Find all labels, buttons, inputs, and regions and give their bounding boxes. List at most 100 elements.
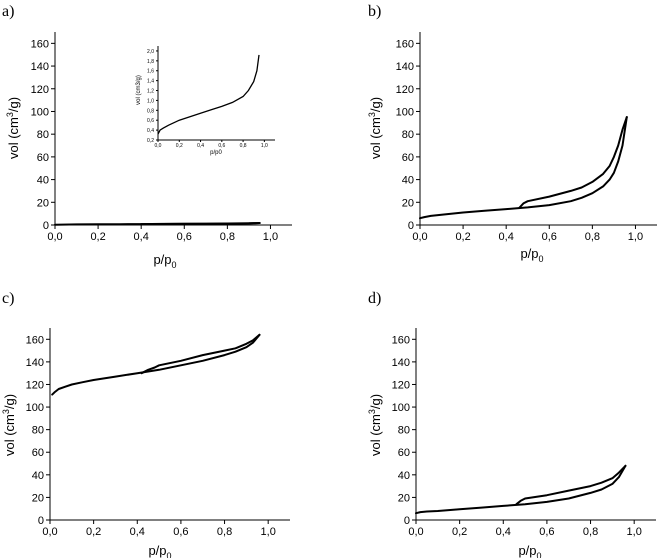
panel-a-y-tick-label: 40 (37, 175, 49, 187)
panel-b-letter: b) (368, 3, 381, 20)
inset-y-tick-label: 0,6 (147, 118, 154, 124)
panel-c-x-tick-label: 0,6 (173, 526, 188, 538)
panel-c-y-tick-label: 100 (26, 402, 44, 414)
panel-d-y-tick-label: 100 (392, 402, 410, 414)
panel-a-xlabel: p/p0 (153, 252, 176, 270)
inset-y-tick-label: 1,8 (147, 59, 154, 65)
panel-b-y-tick-label: 80 (402, 129, 414, 141)
panel-d-adsorption-curve (415, 464, 627, 515)
panel-b: b) 0,0 0,2 0,4 0,6 0,8 1,0 0 20 40 60 80 100 120 140 1… (367, 3, 657, 264)
panel-b-adsorption-curve (419, 116, 628, 220)
inset-ylabel: vol (cm3/g) (136, 75, 142, 105)
panel-a-y-tick-label: 120 (31, 84, 49, 96)
inset-y-tick-label: 1,4 (147, 79, 154, 85)
panel-a-x-tick-label: 0,8 (220, 231, 235, 243)
panel-d-y-tick-label: 0 (404, 515, 410, 527)
panel-b-x-tick-label: 0,4 (499, 231, 514, 243)
panel-b-x-tick-label: 0,0 (412, 231, 427, 243)
panel-a-ylabel: vol (cm3/g) (5, 97, 21, 159)
panel-d-curves (415, 464, 627, 515)
panel-c-xlabel: p/p0 (148, 543, 171, 558)
panel-d-x-tick-label: 1,0 (627, 526, 642, 538)
panel-a-x-tick-label: 0,6 (177, 231, 192, 243)
panel-c-x-tick-label: 1,0 (261, 526, 276, 538)
panel-b-y-tick-label: 140 (396, 61, 414, 73)
panel-a-y-tick-label: 80 (37, 129, 49, 141)
panel-c-x-tick-label: 0,4 (130, 526, 145, 538)
inset-y-tick-label: 2,0 (147, 49, 154, 55)
inset-isotherm-curve (157, 54, 260, 135)
panel-b-ylabel: vol (cm3/g) (367, 97, 383, 159)
panel-b-y-tick-label: 100 (396, 106, 414, 118)
panel-c-y-tick-label: 0 (38, 515, 44, 527)
panel-c-x-tick-label: 0,0 (42, 526, 57, 538)
inset-y-tick-label: 0,2 (147, 138, 154, 144)
panel-c-x-tick-label: 0,8 (217, 526, 232, 538)
inset-y-tick-label: 1,0 (147, 98, 154, 104)
panel-c-ylabel: vol (cm3/g) (1, 394, 17, 456)
panel-b-x-tick-label: 0,2 (455, 231, 470, 243)
panel-a-y-tick-label: 160 (31, 38, 49, 50)
panel-a: a) 0,0 0,2 0,4 0,6 0,8 1,00204060801001201401… (2, 3, 292, 270)
panel-d-y-tick-label: 20 (398, 492, 410, 504)
panel-d-x-tick-label: 0,6 (539, 526, 554, 538)
panel-c-y-tick-label: 60 (32, 447, 44, 459)
panel-a-x-tick-label: 1,0 (263, 231, 278, 243)
panel-d-y-tick-label: 40 (398, 470, 410, 482)
panel-d-x-tick-label: 0,4 (496, 526, 511, 538)
panel-d-letter: d) (368, 290, 381, 307)
panel-d-x-tick-label: 0,8 (583, 526, 598, 538)
panel-c: c) 0,0 0,2 0,4 0,6 0,8 1,0 0 20 40 60 80 100 120 140 1… (1, 290, 290, 558)
panel-c-y-tick-label: 20 (32, 492, 44, 504)
inset-xlabel: p/p0 (210, 150, 222, 156)
panel-b-y-tick-label: 20 (402, 197, 414, 209)
panel-c-y-tick-label: 80 (32, 425, 44, 437)
panel-c-desorption-curve (140, 333, 261, 375)
inset-y-tick-label: 0,8 (147, 108, 154, 114)
panel-b-xlabel: p/p0 (520, 246, 543, 264)
panel-d-y-tick-label: 160 (392, 334, 410, 346)
panel-d: d) 0,0 0,2 0,4 0,6 0,8 1,0 0 20 40 60 80 100 120 140 1… (367, 290, 656, 558)
panel-c-y-tick-label: 160 (26, 334, 44, 346)
panel-d-xlabel: p/p0 (518, 543, 541, 558)
panel-b-y-tick-label: 0 (408, 220, 414, 232)
panel-b-desorption-curve (518, 116, 628, 209)
panel-c-y-tick-label: 140 (26, 357, 44, 369)
panel-d-x-tick-label: 0,0 (408, 526, 423, 538)
inset-y-tick-label: 0,4 (147, 128, 154, 134)
panel-c-adsorption-curve (51, 333, 261, 396)
panel-a-y-tick-label: 60 (37, 152, 49, 164)
panel-a-desorption-curve (140, 222, 261, 226)
panel-a-x-tick-label: 0,4 (134, 231, 149, 243)
panel-b-y-tick-label: 60 (402, 152, 414, 164)
panel-c-axes: 0,0 0,2 0,4 0,6 0,8 1,0 0 20 40 60 80 100 120 140 160 (26, 328, 290, 538)
panel-a-y-tick-label: 140 (31, 61, 49, 73)
panel-b-axes: 0,0 0,2 0,4 0,6 0,8 1,0 0 20 40 60 80 100 120 140 160 (396, 32, 657, 243)
panel-d-ylabel: vol (cm3/g) (367, 394, 383, 456)
panel-c-x-tick-label: 0,2 (86, 526, 101, 538)
panel-d-y-tick-label: 60 (398, 447, 410, 459)
panel-b-x-tick-label: 1,0 (628, 231, 643, 243)
inset-y-tick-label: 1,6 (147, 69, 154, 75)
inset-x-tick-label: 1,0 (261, 143, 268, 149)
panel-d-y-tick-label: 120 (392, 379, 410, 391)
panel-d-desorption-curve (515, 464, 627, 506)
panel-d-y-tick-label: 140 (392, 357, 410, 369)
panel-b-x-tick-label: 0,8 (585, 231, 600, 243)
inset-y-tick-label: 1,2 (147, 89, 154, 95)
panel-a-letter: a) (2, 3, 14, 20)
panel-a-x-tick-label: 0,0 (47, 231, 62, 243)
panel-a-y-tick-label: 20 (37, 197, 49, 209)
inset-x-tick-label: 0,6 (218, 143, 225, 149)
panel-b-y-tick-label: 40 (402, 175, 414, 187)
inset-axes: 0,0 0,2 0,4 0,6 0,8 1,00,20,40,60,81,01,21,41… (147, 46, 275, 149)
panel-b-y-tick-label: 160 (396, 38, 414, 50)
inset-curves (157, 54, 260, 135)
panel-c-curves (51, 333, 261, 396)
panel-d-x-tick-label: 0,2 (452, 526, 467, 538)
inset-x-tick-label: 0,8 (240, 143, 247, 149)
panel-b-x-tick-label: 0,6 (542, 231, 557, 243)
inset-x-tick-label: 0,0 (155, 143, 162, 149)
panel-c-letter: c) (2, 290, 14, 307)
